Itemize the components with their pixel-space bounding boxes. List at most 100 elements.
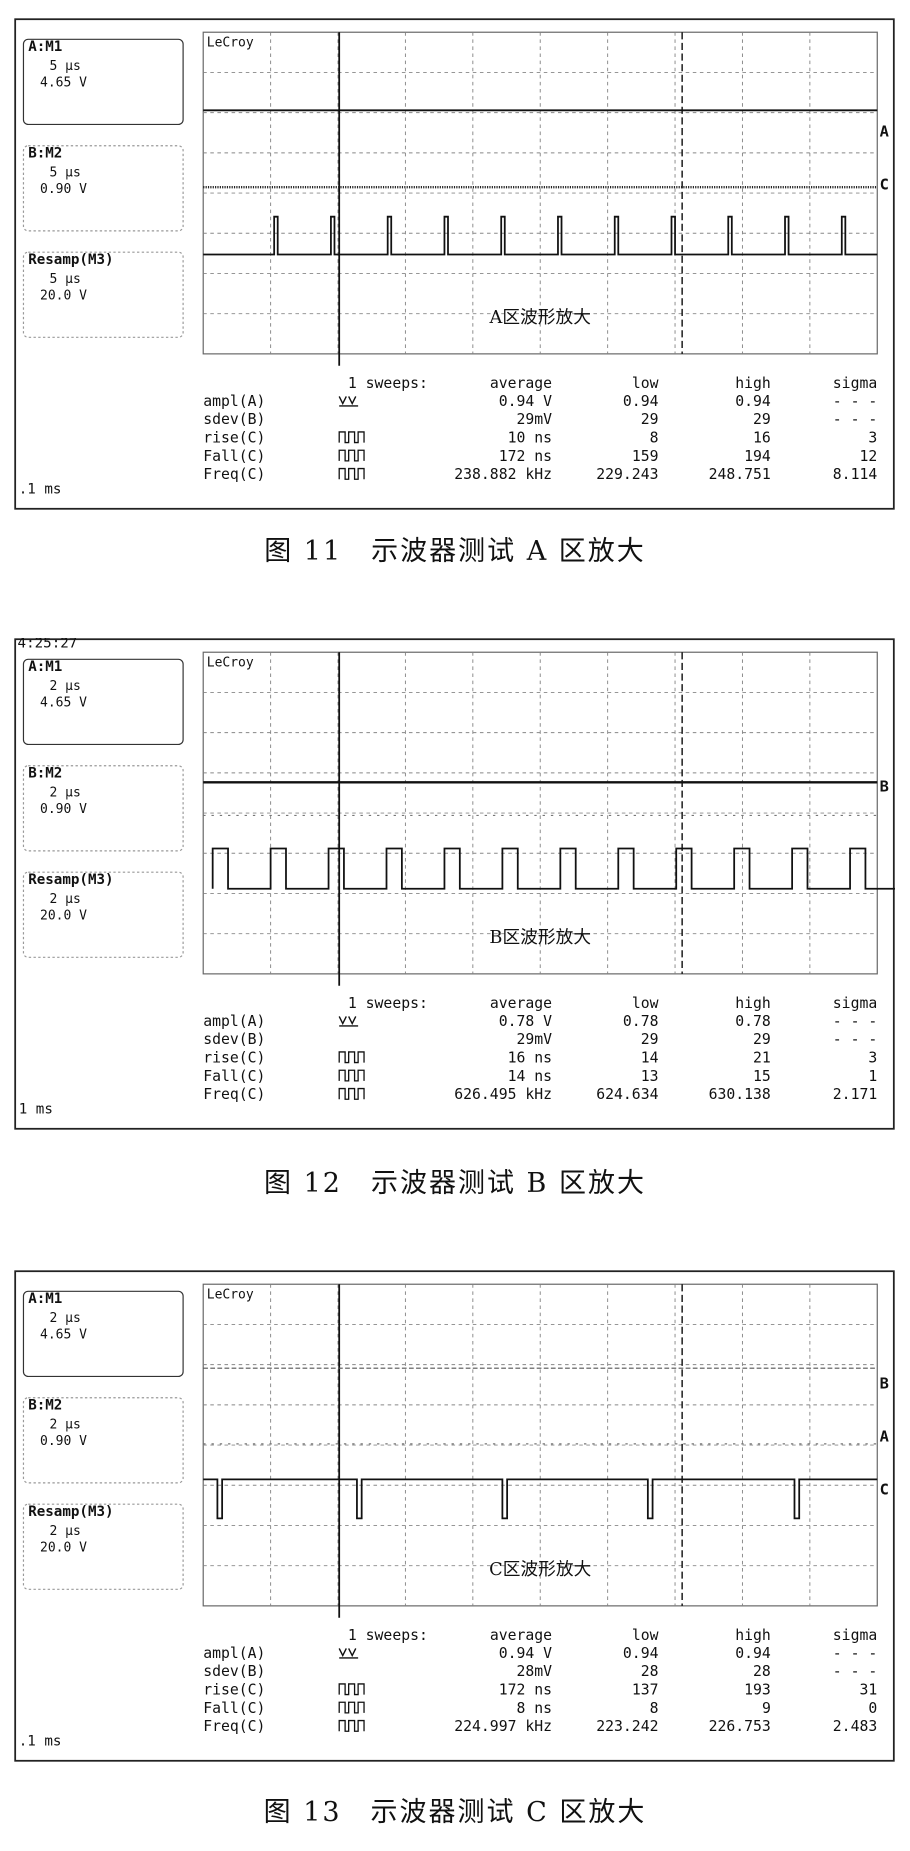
channel-volts: 0.90 V <box>40 1434 87 1449</box>
table-cell: 137 <box>632 1682 659 1699</box>
table-cell: 21 <box>753 1050 771 1067</box>
table-cell: 0.94 V <box>499 1645 552 1662</box>
channel-volts: 20.0 V <box>40 288 87 303</box>
table-cell: 12 <box>859 448 877 465</box>
table-cell: 8 <box>650 430 659 447</box>
frame <box>14 1270 895 1762</box>
table-cell: 29mV <box>516 1031 552 1048</box>
channel-timebase: 2 μs <box>49 1311 80 1326</box>
channel-box <box>22 38 184 126</box>
table-cell: rise(C) <box>203 1050 265 1067</box>
table-cell: 2.483 <box>833 1718 877 1735</box>
statistics-icon <box>338 1016 359 1027</box>
table-cell: 8 ns <box>516 1700 552 1717</box>
channel-volts: 0.90 V <box>40 802 87 817</box>
table-cell: - - - <box>833 1645 877 1662</box>
table-cell: Freq(C) <box>203 1086 265 1103</box>
table-cell: - - - <box>833 411 877 428</box>
annotation: B区波形放大 <box>489 927 591 948</box>
table-cell: 31 <box>859 1682 877 1699</box>
figure-caption: 图 12 示波器测试 B 区放大 <box>264 1168 646 1199</box>
table-cell: 29 <box>641 411 659 428</box>
table-cell: 29 <box>641 1031 659 1048</box>
table-header: average <box>490 375 552 392</box>
table-cell: 9 <box>762 1700 771 1717</box>
table-cell: 1 <box>868 1068 877 1085</box>
table-cell: Fall(C) <box>203 1700 265 1717</box>
table-cell: - - - <box>833 393 877 410</box>
table-cell: 238.882 kHz <box>454 466 552 483</box>
table-cell: 0.78 <box>623 1013 659 1030</box>
table-cell: 2.171 <box>833 1086 877 1103</box>
channel-box <box>22 251 184 338</box>
table-cell: 172 ns <box>499 448 552 465</box>
table-cell: 8.114 <box>833 466 878 483</box>
channel-title: A:M1 <box>28 39 62 55</box>
table-header: average <box>490 995 552 1012</box>
table-header: high <box>735 1627 771 1644</box>
table-cell: 0.94 V <box>499 393 552 410</box>
channel-box <box>22 658 184 746</box>
channel-marker: C <box>880 1481 889 1499</box>
channel-box <box>22 871 184 958</box>
table-cell: ampl(A) <box>203 1013 265 1030</box>
table-cell: 193 <box>744 1682 771 1699</box>
channel-timebase: 2 μs <box>49 1417 80 1432</box>
oscilloscope-screen: A:M1 2 μs 4.65 V B:M2 2 μs 0.90 V Resamp(M3) 2 … <box>14 1270 895 1762</box>
channel-marker: A <box>880 1427 889 1445</box>
table-cell: - - - <box>833 1031 877 1048</box>
table-cell: rise(C) <box>203 430 265 447</box>
channel-volts: 20.0 V <box>40 1540 87 1555</box>
table-cell: 28 <box>753 1663 771 1680</box>
table-cell: - - - <box>833 1663 877 1680</box>
table-cell: Freq(C) <box>203 1718 265 1735</box>
channel-timebase: 5 μs <box>49 165 80 180</box>
channel-timebase: 5 μs <box>49 59 80 74</box>
table-cell: 16 <box>753 430 771 447</box>
watermark: LeCroy <box>207 655 254 670</box>
table-cell: 13 <box>641 1068 659 1085</box>
pulse-icon <box>338 431 365 444</box>
table-cell: 29 <box>753 411 771 428</box>
channel-title: A:M1 <box>28 659 62 675</box>
table-cell: 28mV <box>516 1663 552 1680</box>
table-cell: 0 <box>868 1700 877 1717</box>
channel-title: B:M2 <box>28 146 62 162</box>
channel-timebase: 2 μs <box>49 785 80 800</box>
frame <box>14 18 895 510</box>
channel-marker: B <box>880 778 889 796</box>
table-cell: rise(C) <box>203 1682 265 1699</box>
table-header: low <box>632 375 659 392</box>
trace-c <box>211 847 895 890</box>
table-cell: 28 <box>641 1663 659 1680</box>
channel-box <box>22 765 184 852</box>
table-cell: 624.634 <box>596 1086 658 1103</box>
pulse-icon <box>338 1069 365 1082</box>
channel-volts: 4.65 V <box>40 76 87 91</box>
channel-volts: 0.90 V <box>40 182 87 197</box>
channel-title: B:M2 <box>28 766 62 782</box>
channel-volts: 4.65 V <box>40 1328 87 1343</box>
pulse-icon <box>338 1719 365 1732</box>
table-header: low <box>632 995 659 1012</box>
table-cell: 159 <box>632 448 659 465</box>
channel-box <box>22 1397 184 1484</box>
table-header: 1 sweeps: <box>348 375 428 392</box>
channel-title: A:M1 <box>28 1291 62 1307</box>
table-cell: 8 <box>650 1700 659 1717</box>
pulse-icon <box>338 1087 365 1100</box>
timebase-label: 1 ms <box>19 1101 53 1117</box>
table-cell: Freq(C) <box>203 466 265 483</box>
statistics-icon <box>338 1648 359 1659</box>
table-cell: 0.94 <box>623 1645 659 1662</box>
watermark: LeCroy <box>207 35 254 50</box>
table-cell: 3 <box>868 1050 877 1067</box>
table-header: sigma <box>833 995 877 1012</box>
timestamp: 4:25:27 <box>18 638 78 651</box>
frame <box>14 638 895 1130</box>
oscilloscope-screen: A:M1 5 μs 4.65 V B:M2 5 μs 0.90 V Resamp(M3) 5 … <box>14 18 895 510</box>
table-cell: 14 ns <box>508 1068 552 1085</box>
watermark: LeCroy <box>207 1287 254 1302</box>
channel-title: B:M2 <box>28 1398 62 1414</box>
